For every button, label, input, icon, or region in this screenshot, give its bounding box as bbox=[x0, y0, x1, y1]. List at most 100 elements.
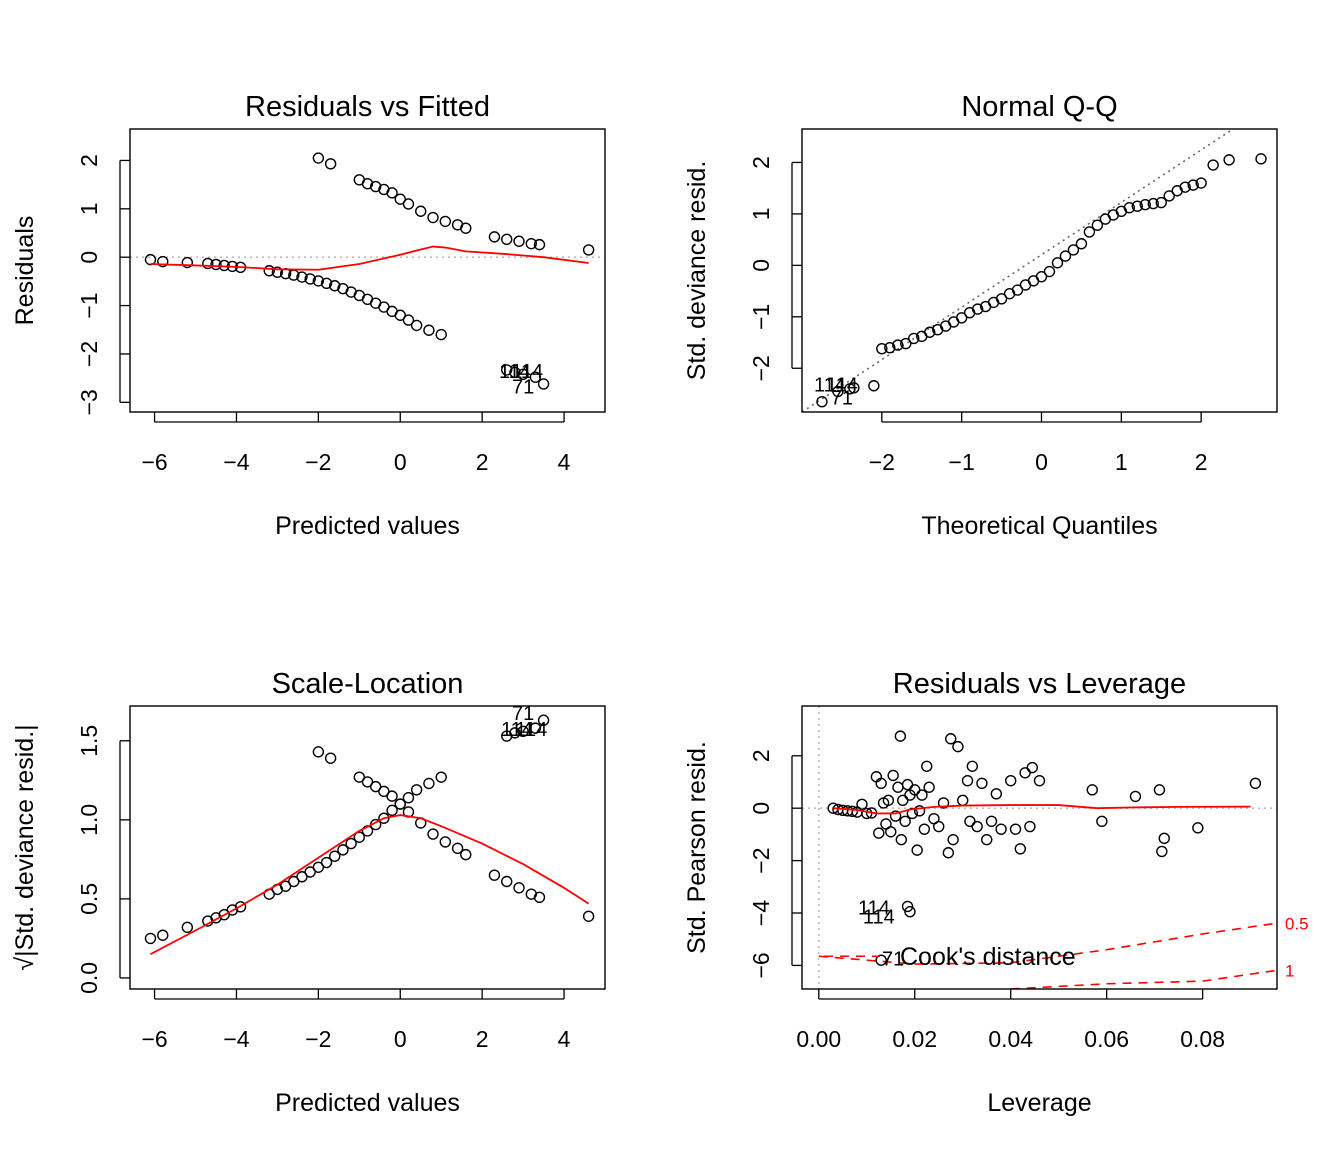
data-point bbox=[435, 328, 447, 341]
data-point bbox=[386, 804, 398, 817]
data-point bbox=[1091, 219, 1104, 231]
data-point bbox=[1139, 198, 1151, 211]
data-point bbox=[312, 746, 325, 758]
data-point bbox=[410, 784, 423, 796]
y-tick-label: −1 bbox=[76, 292, 102, 318]
data-point bbox=[955, 312, 968, 324]
data-point bbox=[889, 810, 902, 822]
data-point bbox=[501, 875, 513, 888]
data-point bbox=[1255, 153, 1267, 165]
y-axis-label: √|Std. deviance resid.| bbox=[11, 724, 39, 970]
data-point bbox=[1033, 774, 1046, 787]
data-point bbox=[324, 752, 337, 764]
y-tick-label: −3 bbox=[76, 389, 102, 415]
x-tick-label: 2 bbox=[1195, 449, 1208, 475]
x-tick-label: −1 bbox=[949, 449, 975, 475]
plot-frame bbox=[129, 705, 606, 990]
panel-title: Normal Q-Q bbox=[961, 91, 1117, 123]
data-point bbox=[157, 255, 169, 268]
data-point bbox=[1249, 777, 1262, 790]
data-point bbox=[892, 339, 904, 351]
y-axis-label: Residuals bbox=[11, 216, 39, 326]
data-point bbox=[1123, 202, 1136, 214]
data-point bbox=[312, 275, 325, 287]
y-tick-label: 1 bbox=[76, 202, 102, 215]
data-point bbox=[386, 187, 398, 199]
data-point bbox=[876, 343, 888, 355]
data-point bbox=[1131, 200, 1143, 212]
data-point bbox=[386, 790, 398, 802]
data-point bbox=[1024, 820, 1036, 833]
data-point bbox=[923, 781, 935, 793]
x-tick-label: 4 bbox=[558, 449, 571, 475]
data-point bbox=[976, 777, 988, 790]
data-point bbox=[582, 910, 595, 922]
panel-title: Residuals vs Fitted bbox=[245, 91, 490, 123]
data-point bbox=[460, 222, 472, 234]
y-tick-label: −1 bbox=[748, 304, 774, 330]
x-tick-label: 0.06 bbox=[1084, 1026, 1129, 1052]
data-point bbox=[509, 727, 521, 739]
data-point bbox=[868, 380, 880, 392]
data-point bbox=[324, 158, 337, 170]
panel-title: Residuals vs Leverage bbox=[893, 668, 1186, 700]
cooks-distance-line bbox=[818, 922, 1275, 965]
data-point bbox=[304, 273, 316, 285]
data-point bbox=[488, 869, 501, 881]
data-point bbox=[921, 760, 933, 772]
data-point bbox=[899, 815, 911, 827]
data-point bbox=[942, 847, 955, 859]
data-point bbox=[423, 324, 435, 336]
data-point bbox=[144, 253, 157, 266]
data-point bbox=[964, 815, 976, 827]
data-point bbox=[202, 257, 214, 270]
data-point bbox=[1195, 177, 1207, 189]
data-point bbox=[957, 794, 969, 807]
x-axis-label: Leverage bbox=[987, 1089, 1091, 1117]
data-point bbox=[1043, 265, 1056, 278]
point-label: 71 bbox=[882, 948, 904, 970]
data-point bbox=[369, 780, 382, 793]
data-point bbox=[509, 366, 521, 379]
data-point bbox=[296, 871, 308, 883]
data-point bbox=[460, 848, 472, 861]
data-point bbox=[517, 368, 529, 380]
data-point bbox=[816, 396, 828, 408]
x-tick-label: 1 bbox=[1115, 449, 1128, 475]
data-point bbox=[410, 319, 423, 332]
data-point bbox=[856, 798, 868, 810]
data-point bbox=[402, 314, 415, 326]
data-point bbox=[1156, 845, 1168, 858]
data-point bbox=[1035, 270, 1048, 283]
data-point bbox=[1026, 761, 1039, 774]
data-point bbox=[971, 820, 983, 833]
data-point bbox=[296, 271, 308, 283]
data-point bbox=[439, 836, 452, 848]
data-point bbox=[1059, 250, 1072, 262]
cooks-distance-line bbox=[1010, 969, 1275, 989]
data-point bbox=[947, 833, 959, 846]
data-point bbox=[402, 791, 415, 804]
data-point bbox=[537, 714, 550, 726]
data-point bbox=[1207, 159, 1219, 171]
point-label: 71 bbox=[512, 703, 534, 725]
data-point bbox=[892, 781, 904, 793]
data-point bbox=[901, 778, 914, 791]
data-point bbox=[1096, 815, 1108, 827]
data-point bbox=[525, 237, 537, 250]
data-point bbox=[966, 760, 979, 772]
point-label: 114 bbox=[863, 906, 895, 928]
x-tick-label: −2 bbox=[305, 449, 331, 475]
data-point bbox=[971, 303, 984, 315]
smoother-line bbox=[833, 804, 1251, 815]
data-point bbox=[533, 238, 546, 251]
data-point bbox=[873, 827, 885, 839]
data-point bbox=[895, 833, 908, 846]
data-point bbox=[501, 233, 513, 245]
data-point bbox=[875, 777, 887, 790]
data-point bbox=[378, 785, 390, 798]
data-point bbox=[961, 774, 974, 787]
point-label: 114 bbox=[858, 897, 890, 919]
data-point bbox=[320, 277, 333, 290]
legend-label: Cook's distance bbox=[900, 943, 1076, 971]
